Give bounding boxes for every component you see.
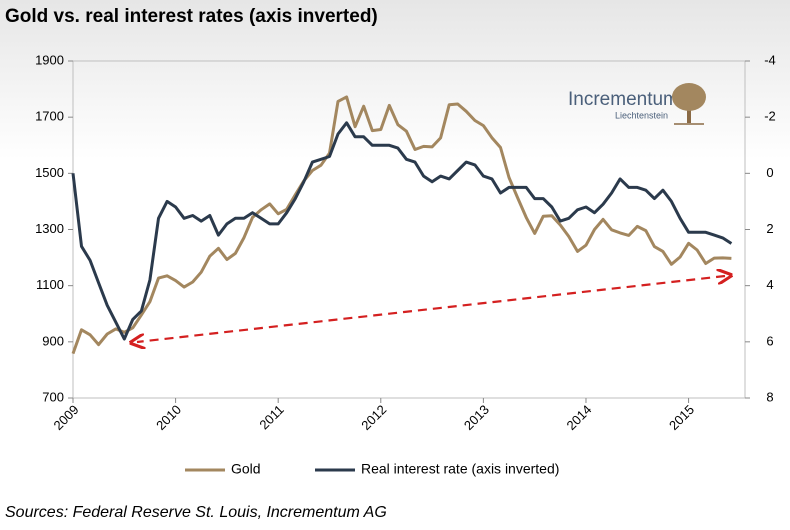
y2-tick-label: -2 [764,109,776,124]
y2-tick-label: 2 [766,221,773,236]
y-tick-label: 1100 [36,277,64,292]
y-tick-label: 1500 [35,165,64,180]
legend-label: Real interest rate (axis inverted) [361,461,559,477]
background [0,0,790,455]
y2-tick-label: -4 [764,52,776,67]
logo: Incrementum Liechtenstein [568,83,706,125]
logo-trunk [687,105,691,123]
y-tick-label: 700 [42,389,64,404]
source: Sources: Federal Reserve St. Louis, Incr… [5,504,387,521]
y-tick-label: 1700 [35,109,64,124]
logo-crown [672,83,706,111]
chart-title: Gold vs. real interest rates (axis inver… [5,6,378,27]
y-tick-label: 1900 [35,52,64,67]
y-tick-label: 1300 [35,221,64,236]
y-tick-label: 900 [42,333,64,348]
y2-tick-label: 0 [766,165,773,180]
y2-tick-label: 8 [766,389,773,404]
trend-arrow [137,276,725,342]
y2-tick-label: 4 [766,277,773,292]
logo-sub: Liechtenstein [615,110,668,120]
legend-label: Gold [231,461,261,477]
y2-tick-label: 6 [766,333,773,348]
logo-name: Incrementum [568,89,679,110]
series-line [71,121,733,341]
